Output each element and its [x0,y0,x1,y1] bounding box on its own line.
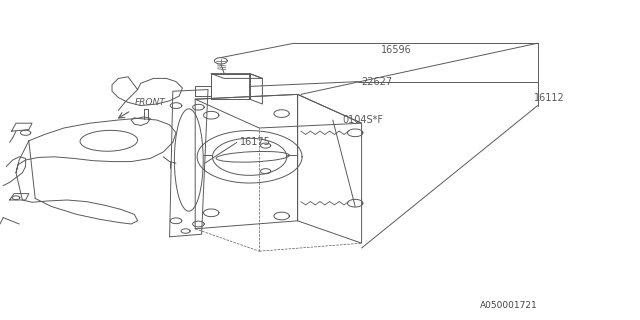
Text: 16596: 16596 [381,44,412,55]
Text: FRONT: FRONT [134,98,165,107]
Text: 16175: 16175 [240,137,271,148]
Text: 16112: 16112 [534,92,565,103]
Text: 22627: 22627 [362,76,393,87]
Text: A050001721: A050001721 [480,301,538,310]
Text: 0104S*F: 0104S*F [342,115,383,125]
